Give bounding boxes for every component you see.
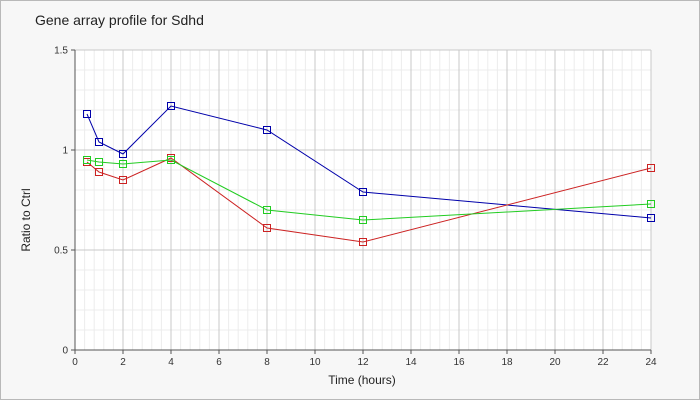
data-point-marker [263,126,271,134]
x-tick-label: 4 [168,357,174,368]
data-point-marker [119,150,127,158]
data-point-marker [83,110,91,118]
series-line-2 [86,157,652,243]
data-point-marker [263,206,271,214]
data-point-marker [119,176,127,184]
x-tick-label: 6 [216,357,222,368]
data-point-marker [647,164,655,172]
x-tick-label: 8 [264,357,270,368]
data-point-marker [647,200,655,208]
data-point-marker [359,188,367,196]
data-point-marker [95,168,103,176]
data-point-marker [359,238,367,246]
y-tick-label: 0.5 [54,246,68,257]
data-point-marker [95,138,103,146]
x-tick-label: 20 [549,357,561,368]
data-point-marker [119,160,127,168]
series-line-1 [86,105,652,219]
data-point-marker [83,156,91,164]
y-tick-label: 1 [62,146,68,157]
data-point-marker [167,102,175,110]
data-point-marker [263,224,271,232]
x-tick-label: 22 [597,357,609,368]
x-tick-label: 12 [357,357,369,368]
data-point-marker [647,214,655,222]
x-tick-label: 2 [120,357,126,368]
y-tick-label: 0 [62,346,68,357]
x-axis-label: Time (hours) [328,373,396,387]
data-point-marker [167,156,175,164]
series-line-3 [86,159,652,221]
x-tick-label: 14 [405,357,417,368]
x-tick-label: 0 [72,357,78,368]
x-tick-label: 16 [453,357,465,368]
data-point-marker [359,216,367,224]
chart-title: Gene array profile for Sdhd [35,12,204,28]
x-tick-label: 18 [501,357,513,368]
x-tick-label: 24 [645,357,657,368]
data-point-marker [95,158,103,166]
x-tick-label: 10 [309,357,321,368]
y-tick-label: 1.5 [54,46,68,57]
